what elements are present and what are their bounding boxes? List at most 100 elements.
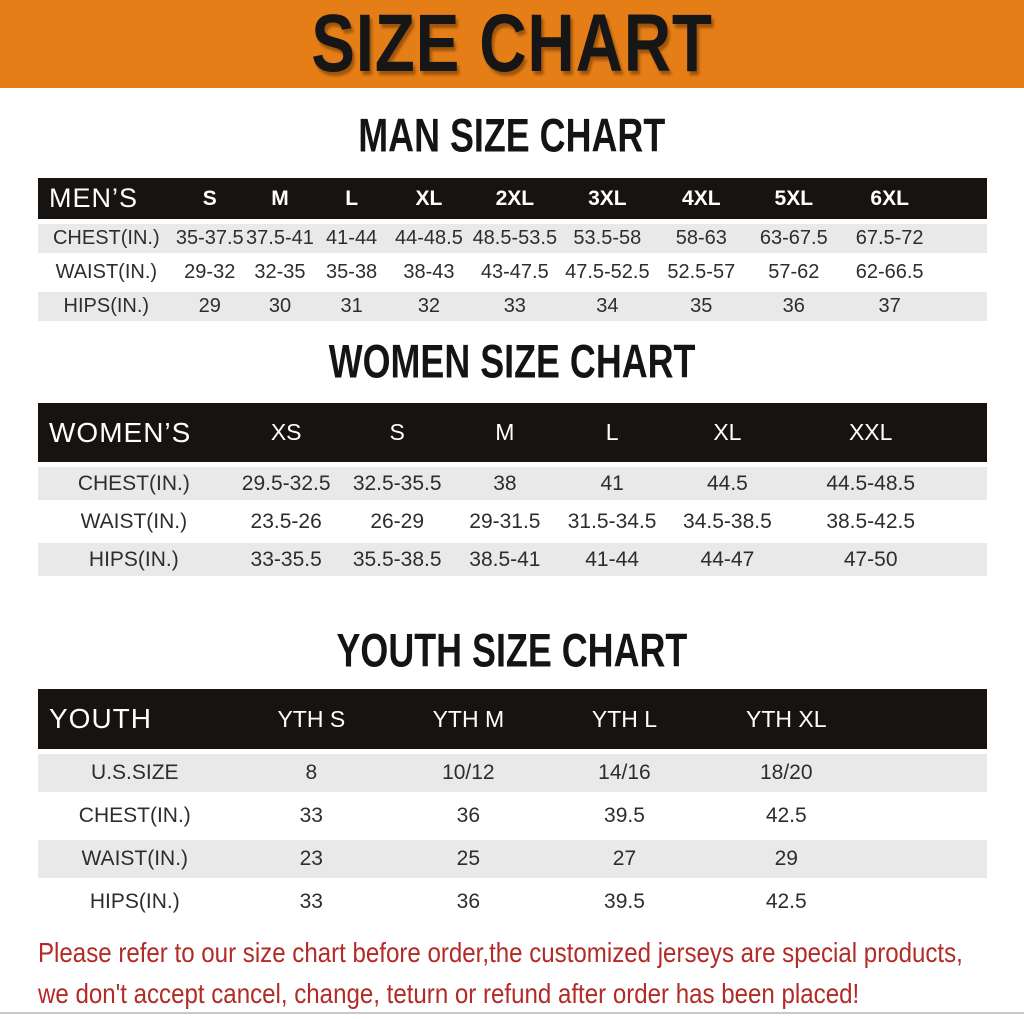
size-value-cell: 57-62 [747, 258, 840, 287]
size-value-cell: 38.5-41 [451, 543, 559, 576]
size-value-cell: 25 [391, 840, 546, 878]
womens-size-header-xl: XL [666, 403, 789, 462]
womens-header-row: WOMEN’S XS S M L XL XXL [38, 403, 987, 462]
youth-size-header-xl: YTH XL [703, 689, 870, 749]
spacer-cell [952, 505, 987, 538]
spacer-cell [869, 840, 987, 878]
row-label: HIPS(IN.) [38, 543, 230, 576]
youth-waist-row: WAIST(IN.) 23 25 27 29 [38, 840, 987, 878]
size-value-cell: 35 [654, 292, 748, 321]
mens-size-header-xl: XL [388, 178, 470, 219]
size-value-cell: 41-44 [558, 543, 667, 576]
size-value-cell: 41-44 [315, 224, 389, 253]
women-section-heading-text: WOMEN SIZE CHART [328, 334, 696, 388]
size-value-cell: 44-48.5 [388, 224, 470, 253]
youth-size-header-m: YTH M [391, 689, 546, 749]
size-value-cell: 48.5-53.5 [469, 224, 560, 253]
size-value-cell: 32-35 [244, 258, 316, 287]
mens-size-header-3xl: 3XL [559, 178, 655, 219]
spacer-cell [869, 797, 987, 835]
size-value-cell: 33 [231, 797, 392, 835]
size-value-cell: 29 [703, 840, 870, 878]
size-value-cell: 47.5-52.5 [559, 258, 655, 287]
size-value-cell: 35.5-38.5 [342, 543, 452, 576]
mens-waist-row: WAIST(IN.) 29-32 32-35 35-38 38-43 43-47… [38, 258, 987, 287]
size-value-cell: 8 [231, 754, 392, 792]
mens-size-table: MEN’S S M L XL 2XL 3XL 4XL 5XL 6XL CHEST… [38, 173, 987, 326]
size-value-cell: 34.5-38.5 [666, 505, 789, 538]
womens-size-header-s: S [342, 403, 452, 462]
size-value-cell: 36 [747, 292, 840, 321]
womens-waist-row: WAIST(IN.) 23.5-26 26-29 29-31.5 31.5-34… [38, 505, 987, 538]
youth-table-title: YOUTH [38, 689, 232, 749]
size-value-cell: 29 [174, 292, 245, 321]
spacer-cell [939, 292, 987, 321]
spacer-cell [869, 689, 987, 749]
size-value-cell: 62-66.5 [839, 258, 940, 287]
mens-size-header-5xl: 5XL [747, 178, 840, 219]
size-value-cell: 53.5-58 [559, 224, 655, 253]
mens-size-header-2xl: 2XL [469, 178, 560, 219]
size-value-cell: 33 [231, 883, 392, 921]
size-value-cell: 31.5-34.5 [558, 505, 667, 538]
row-label: CHEST(IN.) [38, 224, 175, 253]
size-value-cell: 35-37.5 [174, 224, 245, 253]
size-value-cell: 43-47.5 [469, 258, 560, 287]
size-value-cell: 33-35.5 [229, 543, 343, 576]
size-value-cell: 30 [244, 292, 316, 321]
row-label: CHEST(IN.) [38, 797, 232, 835]
size-value-cell: 36 [391, 883, 546, 921]
spacer-cell [869, 754, 987, 792]
size-value-cell: 32.5-35.5 [342, 467, 452, 500]
mens-chest-row: CHEST(IN.) 35-37.5 37.5-41 41-44 44-48.5… [38, 224, 987, 253]
youth-ussize-row: U.S.SIZE 8 10/12 14/16 18/20 [38, 754, 987, 792]
size-value-cell: 38.5-42.5 [788, 505, 953, 538]
size-value-cell: 38 [451, 467, 559, 500]
womens-size-header-xs: XS [229, 403, 343, 462]
youth-size-table: YOUTH YTH S YTH M YTH L YTH XL U.S.SIZE … [38, 684, 987, 926]
womens-size-table: WOMEN’S XS S M L XL XXL CHEST(IN.) 29.5-… [38, 398, 987, 581]
size-value-cell: 44.5 [666, 467, 789, 500]
youth-chest-row: CHEST(IN.) 33 36 39.5 42.5 [38, 797, 987, 835]
youth-size-header-l: YTH L [545, 689, 704, 749]
footer-note-line2: we don't accept cancel, change, teturn o… [38, 978, 860, 1009]
row-label: HIPS(IN.) [38, 292, 175, 321]
row-label: WAIST(IN.) [38, 840, 232, 878]
size-value-cell: 32 [388, 292, 470, 321]
size-value-cell: 33 [469, 292, 560, 321]
womens-size-header-xxl: XXL [788, 403, 953, 462]
spacer-cell [952, 543, 987, 576]
size-value-cell: 36 [391, 797, 546, 835]
banner-title: SIZE CHART [311, 0, 713, 89]
mens-header-row: MEN’S S M L XL 2XL 3XL 4XL 5XL 6XL [38, 178, 987, 219]
spacer-cell [952, 467, 987, 500]
size-value-cell: 37 [839, 292, 940, 321]
youth-size-header-s: YTH S [231, 689, 392, 749]
youth-hips-row: HIPS(IN.) 33 36 39.5 42.5 [38, 883, 987, 921]
womens-chest-row: CHEST(IN.) 29.5-32.5 32.5-35.5 38 41 44.… [38, 467, 987, 500]
spacer-cell [939, 258, 987, 287]
size-value-cell: 31 [315, 292, 389, 321]
size-value-cell: 52.5-57 [654, 258, 748, 287]
size-value-cell: 38-43 [388, 258, 470, 287]
size-value-cell: 18/20 [703, 754, 870, 792]
size-value-cell: 34 [559, 292, 655, 321]
size-value-cell: 42.5 [703, 883, 870, 921]
size-value-cell: 29-31.5 [451, 505, 559, 538]
youth-section-heading-text: YOUTH SIZE CHART [336, 623, 688, 677]
size-value-cell: 39.5 [545, 883, 704, 921]
size-value-cell: 14/16 [545, 754, 704, 792]
footer-note: Please refer to our size chart before or… [38, 932, 963, 1014]
size-value-cell: 44-47 [666, 543, 789, 576]
row-label: U.S.SIZE [38, 754, 232, 792]
size-value-cell: 42.5 [703, 797, 870, 835]
size-value-cell: 44.5-48.5 [788, 467, 953, 500]
youth-section-heading: YOUTH SIZE CHART [0, 625, 1024, 684]
youth-header-row: YOUTH YTH S YTH M YTH L YTH XL [38, 689, 987, 749]
size-chart-banner: SIZE CHART [0, 0, 1024, 89]
size-value-cell: 29.5-32.5 [229, 467, 343, 500]
womens-size-header-m: M [451, 403, 559, 462]
spacer-cell [869, 883, 987, 921]
spacer-cell [952, 403, 987, 462]
